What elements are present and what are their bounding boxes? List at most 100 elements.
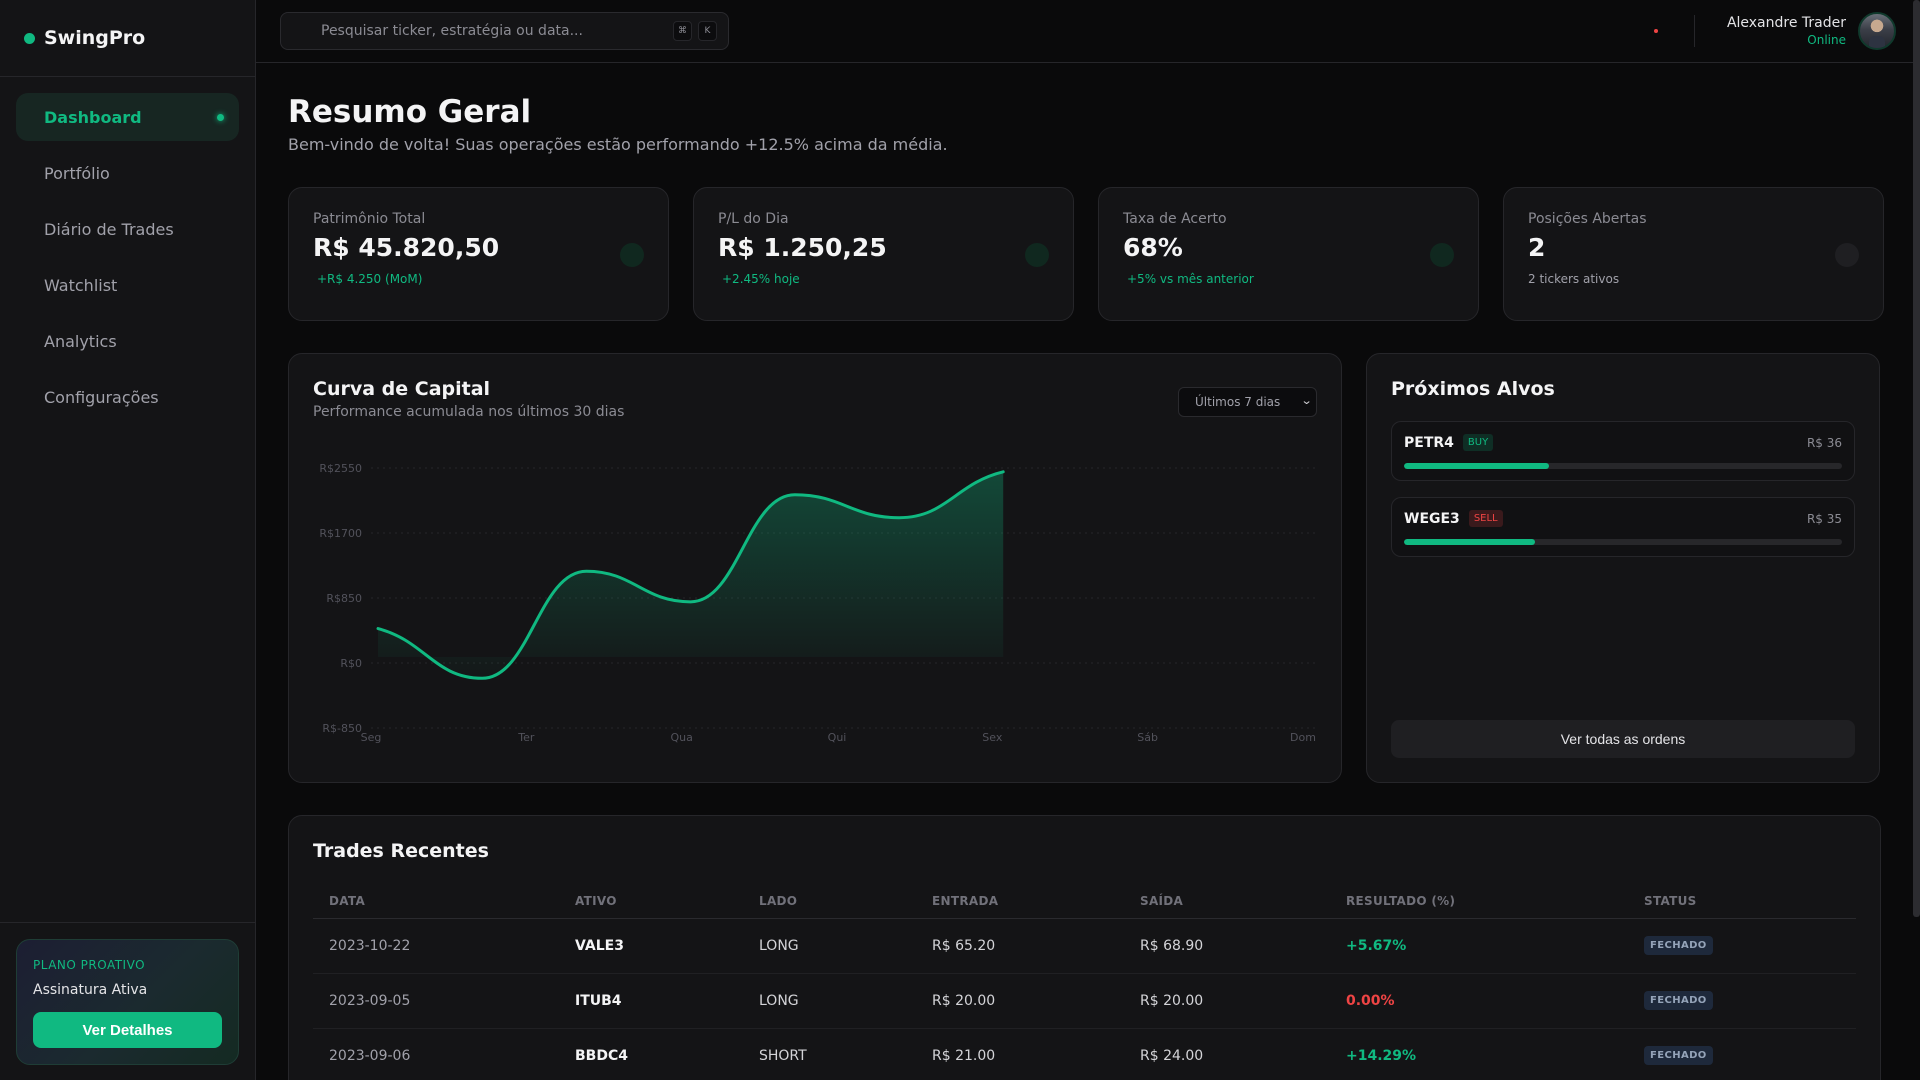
page-subtitle: Bem-vindo de volta! Suas operações estão…	[288, 135, 948, 154]
target-icon	[1430, 243, 1454, 267]
target-ticker: WEGE3	[1404, 510, 1460, 527]
user-info[interactable]: Alexandre Trader Online	[1727, 15, 1846, 47]
content: Resumo Geral Bem-vindo de volta! Suas op…	[256, 63, 1920, 1080]
trend-up-icon	[1025, 243, 1049, 267]
stat-change: 2 tickers ativos	[1528, 272, 1620, 286]
brand[interactable]: SwingPro	[0, 0, 255, 77]
svg-text:R$0: R$0	[340, 657, 362, 670]
page-title: Resumo Geral	[288, 94, 532, 130]
stat-label: P/L do Dia	[718, 211, 789, 227]
notification-indicator-icon[interactable]	[1653, 29, 1658, 33]
stat-value: 2	[1528, 233, 1546, 262]
table-row[interactable]: 2023-09-06 BBDC4 SHORT R$ 21.00 R$ 24.00…	[313, 1028, 1856, 1080]
main: ⌘ K Alexandre Trader Online Resumo Geral…	[256, 0, 1920, 1080]
sidebar-item-label: Portfólio	[44, 163, 110, 183]
target-item[interactable]: PETR4 BUY R$ 36	[1391, 421, 1855, 481]
cell-exit: R$ 24.00	[1124, 1028, 1330, 1080]
cell-asset: ITUB4	[559, 973, 743, 1029]
sidebar-item-watchlist[interactable]: Watchlist	[16, 261, 239, 309]
column-header-status[interactable]: STATUS	[1628, 888, 1856, 919]
svg-text:Sáb: Sáb	[1137, 731, 1158, 744]
column-header-date[interactable]: DATA	[313, 888, 559, 919]
search-shortcut: ⌘ K	[673, 21, 717, 41]
sidebar-item-label: Dashboard	[44, 107, 142, 127]
cell-entry: R$ 21.00	[916, 1028, 1124, 1080]
topbar-right: Alexandre Trader Online	[1653, 0, 1896, 62]
column-header-side[interactable]: LADO	[743, 888, 916, 919]
sidebar: SwingPro Dashboard Portfólio Diário de T…	[0, 0, 256, 1080]
page-scrollbar[interactable]	[1913, 0, 1920, 917]
stat-change: +5% vs mês anterior	[1127, 272, 1254, 286]
charts-row: Curva de Capital Performance acumulada n…	[288, 353, 1888, 783]
stat-change: +R$ 4.250 (MoM)	[317, 272, 423, 286]
cell-entry: R$ 65.20	[916, 918, 1124, 974]
cell-side: LONG	[743, 973, 916, 1029]
sidebar-item-trade-journal[interactable]: Diário de Trades	[16, 205, 239, 253]
avatar[interactable]	[1858, 12, 1896, 50]
target-progress-bar	[1404, 463, 1842, 469]
user-status: Online	[1807, 33, 1846, 47]
svg-text:R$-850: R$-850	[322, 722, 362, 735]
stat-card-open-positions: Posições Abertas 2 2 tickers ativos	[1503, 187, 1884, 321]
cell-date: 2023-09-05	[313, 973, 559, 1029]
target-progress-bar	[1404, 539, 1842, 545]
search-input[interactable]	[321, 23, 661, 39]
command-key-icon: ⌘	[673, 21, 692, 41]
cell-exit: R$ 20.00	[1124, 973, 1330, 1029]
stat-label: Taxa de Acerto	[1123, 211, 1227, 227]
k-key: K	[698, 21, 717, 41]
column-header-result[interactable]: RESULTADO (%)	[1330, 888, 1628, 919]
chart-subtitle: Performance acumulada nos últimos 30 dia…	[313, 404, 625, 420]
column-header-asset[interactable]: ATIVO	[559, 888, 743, 919]
chevron-down-icon: ⌄	[1300, 394, 1313, 407]
svg-text:Qui: Qui	[828, 731, 847, 744]
stat-label: Patrimônio Total	[313, 211, 426, 227]
recent-trades-card: Trades Recentes DATA ATIVO LADO ENTRADA …	[288, 815, 1881, 1080]
svg-text:R$850: R$850	[326, 592, 362, 605]
column-header-entry[interactable]: ENTRADA	[916, 888, 1124, 919]
view-details-button[interactable]: Ver Detalhes	[33, 1012, 222, 1048]
sidebar-footer: PLANO PROATIVO Assinatura Ativa Ver Deta…	[0, 922, 255, 1080]
status-badge: FECHADO	[1644, 936, 1713, 955]
trades-title: Trades Recentes	[313, 840, 489, 862]
sidebar-item-label: Configurações	[44, 387, 159, 407]
sidebar-item-analytics[interactable]: Analytics	[16, 317, 239, 365]
sidebar-item-label: Watchlist	[44, 275, 118, 295]
targets-card: Próximos Alvos PETR4 BUY R$ 36	[1366, 353, 1880, 783]
cell-result: +14.29%	[1330, 1028, 1628, 1080]
stat-value: 68%	[1123, 233, 1183, 262]
search-box[interactable]: ⌘ K	[280, 12, 729, 50]
capital-curve-card: Curva de Capital Performance acumulada n…	[288, 353, 1342, 783]
sidebar-item-dashboard[interactable]: Dashboard	[16, 93, 239, 141]
cell-result: 0.00%	[1330, 973, 1628, 1029]
cell-result: +5.67%	[1330, 918, 1628, 974]
cell-asset: BBDC4	[559, 1028, 743, 1080]
status-badge: FECHADO	[1644, 1046, 1713, 1065]
cell-status: FECHADO	[1628, 973, 1856, 1029]
target-progress-fill	[1404, 463, 1549, 469]
side-badge: BUY	[1462, 434, 1494, 451]
table-row[interactable]: 2023-09-05 ITUB4 LONG R$ 20.00 R$ 20.00 …	[313, 973, 1856, 1029]
target-item[interactable]: WEGE3 SELL R$ 35	[1391, 497, 1855, 557]
column-header-exit[interactable]: SAÍDA	[1124, 888, 1330, 919]
table-header-row: DATA ATIVO LADO ENTRADA SAÍDA RESULTADO …	[313, 888, 1856, 919]
side-badge: SELL	[1468, 510, 1503, 527]
sidebar-item-portfolio[interactable]: Portfólio	[16, 149, 239, 197]
cell-asset: VALE3	[559, 918, 743, 974]
target-ticker: PETR4	[1404, 434, 1454, 451]
targets-title: Próximos Alvos	[1391, 378, 1555, 400]
target-head: PETR4 BUY R$ 36	[1404, 434, 1842, 451]
view-all-orders-button[interactable]: Ver todas as ordens	[1391, 720, 1855, 758]
plan-label: PLANO PROATIVO	[33, 958, 146, 972]
range-select[interactable]: Últimos 7 dias ⌄	[1178, 387, 1317, 417]
sidebar-item-settings[interactable]: Configurações	[16, 373, 239, 421]
svg-text:Sex: Sex	[982, 731, 1003, 744]
stat-label: Posições Abertas	[1528, 211, 1647, 227]
table-row[interactable]: 2023-10-22 VALE3 LONG R$ 65.20 R$ 68.90 …	[313, 918, 1856, 974]
briefcase-icon	[1835, 243, 1859, 267]
brand-logo-icon	[24, 32, 35, 44]
svg-text:Ter: Ter	[517, 731, 535, 744]
status-badge: FECHADO	[1644, 991, 1713, 1010]
